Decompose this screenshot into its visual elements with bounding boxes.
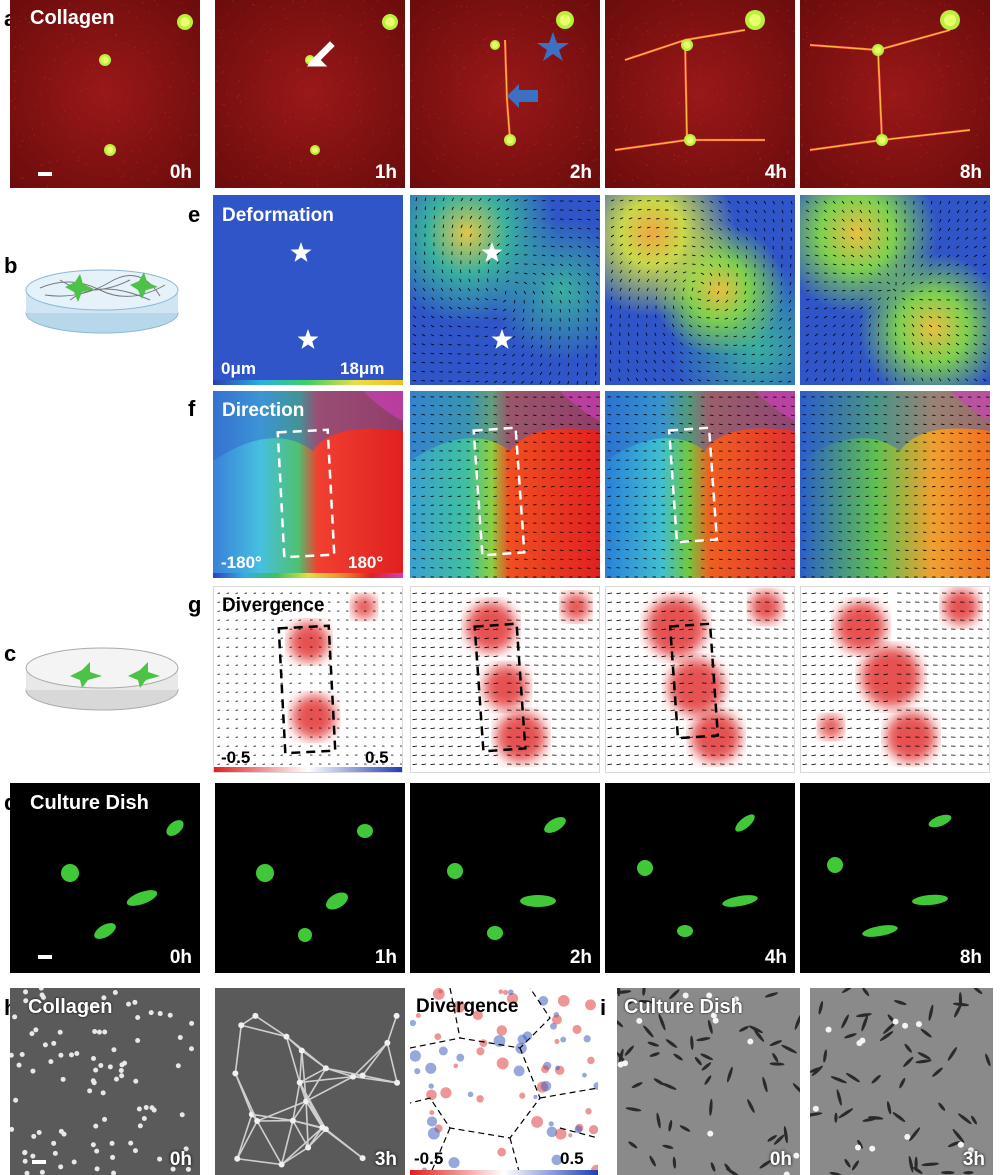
collagen-panel-4: 8h — [800, 0, 990, 188]
divergence-panel-3 — [800, 586, 990, 773]
deformation-panel-1 — [410, 195, 600, 385]
row-e-cbar-max: 18μm — [340, 359, 385, 378]
collagen-panel-0: 0h — [10, 0, 200, 188]
collagen-time-3: 4h — [764, 162, 787, 183]
row-h-div-label: Divergence — [416, 996, 519, 1017]
scale-bar — [38, 955, 52, 959]
culture-panel-1: 1h — [215, 783, 405, 973]
collagen-panel-2: 2h — [410, 0, 600, 188]
blue-star-icon — [537, 32, 569, 61]
collagen-dish-icon — [25, 269, 179, 334]
roi-box — [667, 426, 719, 544]
white-star-icon — [481, 242, 503, 262]
phase-collagen-0h: 0h — [10, 988, 200, 1175]
roi-box — [473, 622, 527, 753]
row-i-label: Culture Dish — [624, 996, 743, 1018]
phase-dish-3h-time: 3h — [962, 1149, 985, 1170]
row-e-cbar-min: 0μm — [221, 359, 256, 378]
phase-dish-3h: 3h — [810, 988, 993, 1175]
phase-dish-0h-time: 0h — [769, 1149, 792, 1170]
culture-time-2: 2h — [569, 947, 592, 968]
culture-time-3: 4h — [764, 947, 787, 968]
culture-time-0: 0h — [169, 947, 192, 968]
phase-collagen-0h-time: 0h — [169, 1149, 192, 1170]
roi-box — [472, 426, 526, 557]
row-f-cbar-min: -180° — [221, 553, 262, 572]
direction-panel-3 — [800, 391, 990, 578]
panel-letter-i: i — [600, 995, 607, 1020]
row-g-cbar-max: 0.5 — [365, 748, 389, 767]
collagen-time-0: 0h — [169, 162, 192, 183]
schematics — [25, 269, 179, 711]
culture-panel-3: 4h — [605, 783, 795, 973]
collagen-panel-3: 4h — [605, 0, 795, 188]
row-h-cbar-max: 0.5 — [560, 1149, 584, 1168]
white-star-icon — [290, 242, 312, 262]
direction-panel-0 — [213, 391, 403, 578]
deformation-panel-3 — [800, 195, 990, 385]
row-h-label: Collagen — [28, 996, 113, 1018]
direction-panel-1 — [410, 391, 600, 578]
roi-box — [276, 428, 336, 559]
white-arrow-icon — [307, 41, 335, 67]
phase-divergence-colorbar — [410, 1170, 598, 1175]
panel-letter-b: b — [4, 253, 18, 278]
row-e-label: Deformation — [222, 205, 334, 226]
roi-box — [668, 622, 720, 740]
panel-letter-c: c — [4, 641, 17, 666]
blue-arrow-icon — [507, 84, 538, 108]
panel-letter-g: g — [188, 592, 202, 617]
collagen-time-4: 8h — [959, 162, 982, 183]
panel-letter-e: e — [188, 202, 201, 227]
culture-time-1: 1h — [374, 947, 397, 968]
row-a-annotations — [307, 32, 569, 108]
row-g-cbar-min: -0.5 — [221, 748, 251, 767]
culture-panel-0: 0h — [10, 783, 200, 973]
culture-time-4: 8h — [959, 947, 982, 968]
deformation-panel-2 — [605, 195, 795, 385]
collagen-panel-1: 1h — [215, 0, 405, 188]
culture-panel-4: 8h — [800, 783, 990, 973]
white-star-icon — [297, 329, 319, 349]
culture-dish-icon — [25, 647, 179, 711]
row-f-cbar-max: 180° — [348, 553, 384, 572]
row-g-label: Divergence — [222, 595, 325, 616]
divergence-panel-2 — [605, 586, 795, 773]
direction-panel-2 — [605, 391, 795, 578]
panel-letter-f: f — [188, 396, 196, 421]
collagen-time-2: 2h — [569, 162, 592, 183]
scale-bar — [38, 172, 52, 176]
row-a-label: Collagen — [30, 7, 115, 29]
deformation-colorbar — [213, 380, 403, 385]
phase-collagen-3h: 3h — [215, 988, 405, 1175]
divergence-panel-0 — [213, 586, 403, 773]
row-h-cbar-min: -0.5 — [414, 1149, 444, 1168]
divergence-colorbar — [214, 767, 402, 772]
divergence-panel-1 — [410, 586, 600, 773]
phase-collagen-3h-time: 3h — [374, 1149, 397, 1170]
roi-box — [277, 624, 337, 755]
deformation-panel-0 — [213, 195, 403, 385]
row-f-label: Direction — [222, 400, 305, 421]
scale-bar — [32, 1160, 46, 1164]
phase-dish-0h: 0h — [617, 988, 800, 1175]
collagen-time-1: 1h — [374, 162, 397, 183]
culture-panel-2: 2h — [410, 783, 600, 973]
row-d-label: Culture Dish — [30, 792, 149, 814]
direction-colorbar — [213, 573, 403, 578]
phase-divergence — [410, 988, 598, 1175]
white-star-icon — [491, 329, 513, 349]
